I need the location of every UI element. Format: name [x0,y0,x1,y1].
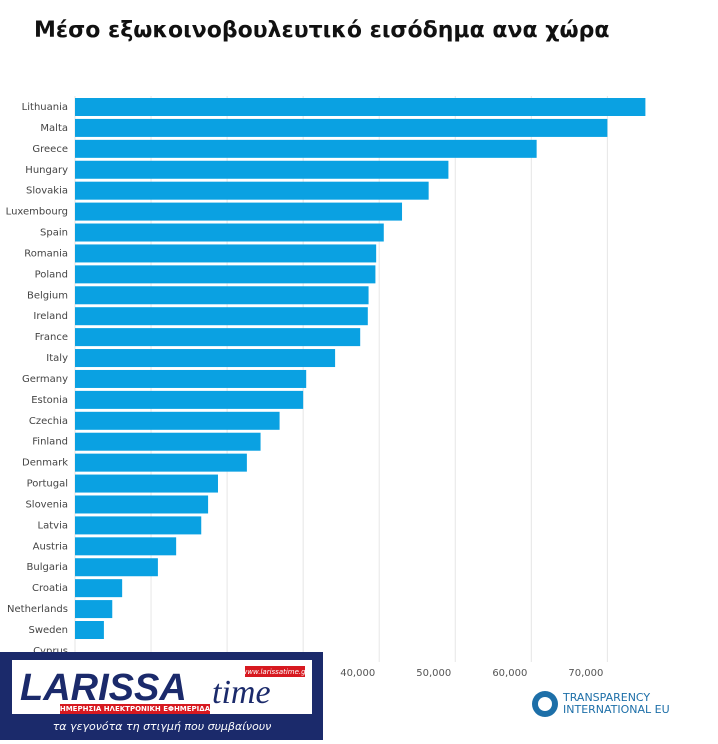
source-line2: INTERNATIONAL EU [563,703,670,716]
bar [75,537,177,556]
y-tick-label: Slovakia [26,186,68,197]
y-tick-label: Greece [32,144,68,155]
bar [75,411,280,430]
y-tick-label: Bulgaria [27,562,68,573]
bar [75,118,608,137]
y-tick-label: Romania [24,248,68,259]
y-tick-label: Malta [40,123,68,134]
plot: 010,00020,00030,00040,00050,00060,00070,… [6,96,646,679]
y-tick-label: Portugal [27,479,68,490]
logo-sub-bg [60,704,210,714]
y-tick-label: Slovenia [25,499,68,510]
y-tick-label: Luxembourg [6,207,68,218]
source-line1: TRANSPARENCY [562,691,650,704]
y-tick-label: Germany [22,374,68,385]
y-tick-label: Croatia [32,583,68,594]
y-tick-label: Poland [35,269,68,280]
y-tick-label: Ireland [33,311,68,322]
bar [75,181,429,200]
logo-subtitle: ΗΜΕΡΗΣΙΑ ΗΛΕΚΤΡΟΝΙΚΗ ΕΦΗΜΕΡΙΔΑ [60,705,211,713]
y-tick-label: France [35,332,68,343]
logo: LARISSA time www.larissatime.gr ΗΜΕΡΗΣΙΑ… [0,652,323,740]
bar [75,328,361,347]
y-tick-label: Netherlands [7,604,68,615]
bar [75,474,218,493]
x-tick-label: 60,000 [492,668,527,679]
x-tick-label: 70,000 [568,668,603,679]
bar [75,579,123,598]
bar [75,139,537,158]
bar [75,621,104,639]
x-tick-label: 40,000 [340,668,375,679]
logo-brand2: time [212,674,271,711]
bar [75,307,368,326]
bar [75,223,384,242]
source-icon-inner [538,697,552,711]
bar [75,516,202,535]
bar [75,265,376,284]
logo-tagline: τα γεγονότα τη στιγμή που συμβαίνουν [53,720,272,733]
bar [75,98,646,116]
y-tick-label: Finland [32,437,68,448]
y-tick-label: Austria [33,541,68,552]
bar [75,160,449,179]
bar [75,202,403,221]
x-tick-label: 50,000 [416,668,451,679]
logo-url: www.larissatime.gr [242,668,310,676]
y-tick-label: Spain [40,228,68,239]
bar [75,495,209,514]
y-tick-label: Czechia [29,416,68,427]
y-tick-label: Lithuania [22,102,68,113]
y-tick-label: Italy [46,353,68,364]
y-tick-label: Belgium [27,290,68,301]
chart-title: Μέσο εξωκοινοβουλευτικό εισόδημα ανα χώρ… [34,18,609,43]
y-tick-label: Cyprus [33,646,68,657]
bar [75,390,304,409]
source: TRANSPARENCY INTERNATIONAL EU [532,691,670,717]
y-tick-label: Hungary [25,165,68,176]
y-tick-label: Estonia [31,395,68,406]
bar [75,432,261,451]
bar [75,349,336,368]
bar [75,600,113,619]
y-tick-label: Denmark [22,458,68,469]
logo-url-bg [245,666,305,677]
bar [75,369,307,388]
logo-brand: LARISSA [20,667,187,709]
bar [75,558,158,577]
y-tick-label: Latvia [38,520,68,531]
bar [75,453,247,472]
bar [75,244,377,263]
y-tick-label: Sweden [28,625,68,636]
bar [75,286,369,305]
